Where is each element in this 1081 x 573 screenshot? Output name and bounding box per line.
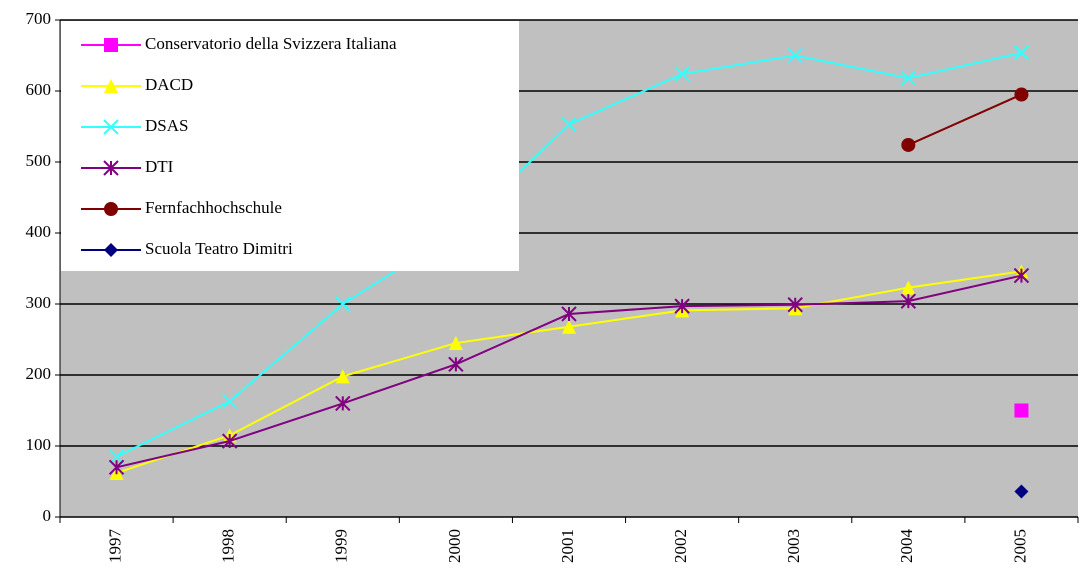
marker — [103, 160, 119, 176]
marker — [104, 79, 118, 93]
marker — [108, 459, 125, 476]
marker — [787, 297, 803, 313]
marker — [900, 293, 917, 309]
marker — [335, 395, 351, 412]
legend-label: Conservatorio della Svizzera Italiana — [145, 34, 397, 53]
marker — [1013, 267, 1030, 284]
marker — [335, 296, 351, 312]
marker — [1014, 484, 1029, 499]
x-tick-label: 2001 — [558, 529, 577, 563]
y-tick-label: 600 — [26, 80, 52, 99]
marker — [561, 116, 577, 133]
x-tick-label: 2000 — [445, 529, 464, 563]
marker — [1014, 87, 1029, 102]
marker — [104, 243, 118, 257]
marker — [104, 38, 118, 52]
legend-label: DACD — [145, 75, 193, 94]
legend-box — [61, 21, 519, 271]
x-tick-label: 2003 — [784, 529, 803, 563]
marker — [1014, 403, 1029, 418]
x-tick-label: 2004 — [897, 529, 916, 564]
marker — [901, 137, 916, 152]
marker — [674, 66, 690, 82]
marker — [1013, 44, 1030, 61]
marker — [221, 393, 238, 409]
marker — [901, 280, 916, 295]
marker — [448, 356, 464, 373]
marker — [787, 47, 803, 64]
y-tick-label: 700 — [26, 9, 52, 28]
marker — [562, 319, 576, 334]
marker — [104, 202, 118, 216]
y-tick-label: 200 — [26, 364, 52, 383]
marker — [221, 433, 238, 449]
x-tick-label: 1997 — [105, 529, 124, 564]
x-tick-label: 2002 — [671, 529, 690, 563]
y-tick-label: 500 — [26, 151, 52, 170]
y-tick-label: 100 — [26, 435, 52, 454]
legend-label: DSAS — [145, 116, 188, 135]
marker — [674, 298, 690, 314]
x-tick-label: 2005 — [1010, 529, 1029, 563]
y-tick-label: 300 — [26, 293, 52, 312]
marker — [900, 70, 917, 86]
marker — [448, 336, 463, 351]
legend-label: Fernfachhochschule — [145, 198, 282, 217]
y-tick-label: 0 — [43, 506, 52, 525]
marker — [335, 369, 350, 384]
y-tick-label: 400 — [26, 222, 52, 241]
legend-label: Scuola Teatro Dimitri — [145, 239, 293, 258]
x-tick-label: 1998 — [219, 529, 238, 563]
series-line — [907, 93, 1022, 146]
marker — [561, 306, 577, 322]
marker — [103, 119, 119, 135]
x-tick-label: 1999 — [332, 529, 351, 563]
legend-label: DTI — [145, 157, 174, 176]
